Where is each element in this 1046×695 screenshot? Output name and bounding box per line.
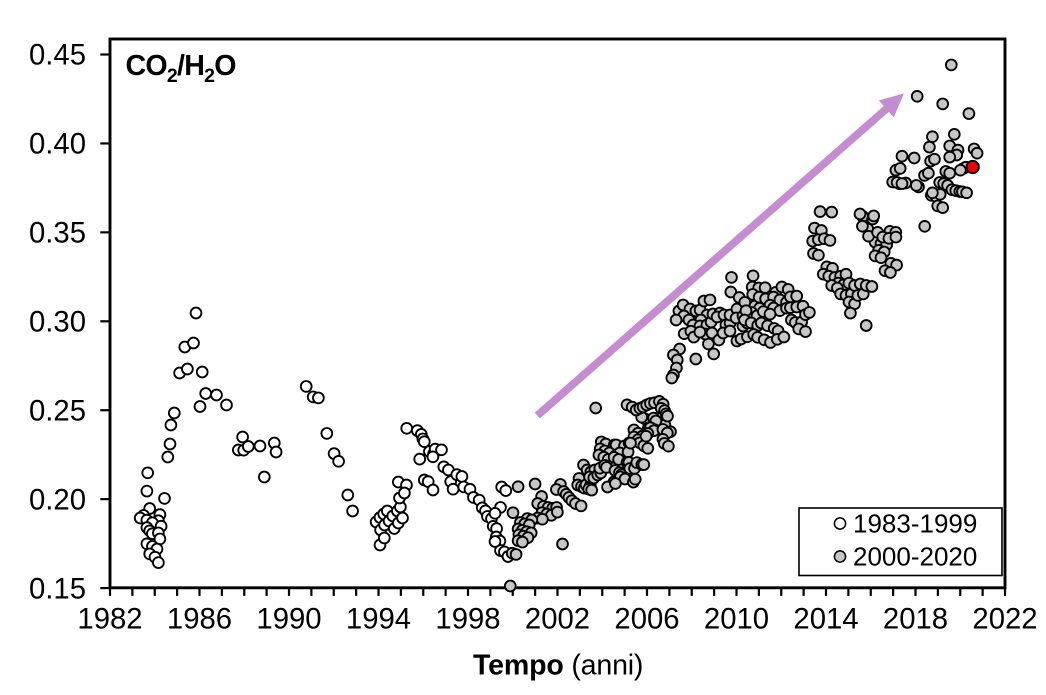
svg-text:1983-1999: 1983-1999: [853, 508, 977, 538]
svg-text:0.40: 0.40: [29, 128, 86, 161]
svg-text:0.35: 0.35: [29, 217, 86, 250]
svg-text:2018: 2018: [883, 603, 948, 636]
svg-text:0.20: 0.20: [29, 483, 86, 516]
svg-text:2006: 2006: [614, 603, 679, 636]
svg-text:2010: 2010: [704, 603, 769, 636]
svg-text:Tempo (anni): Tempo (anni): [473, 650, 643, 682]
svg-text:0.15: 0.15: [29, 572, 86, 605]
svg-text:1990: 1990: [256, 603, 321, 636]
svg-text:1998: 1998: [435, 603, 500, 636]
svg-text:0.25: 0.25: [29, 394, 86, 427]
svg-text:CO2/H2O: CO2/H2O: [126, 50, 237, 87]
svg-text:1994: 1994: [346, 603, 411, 636]
svg-text:1986: 1986: [167, 603, 232, 636]
svg-text:2000-2020: 2000-2020: [853, 541, 977, 571]
svg-text:2022: 2022: [972, 603, 1037, 636]
svg-text:2014: 2014: [793, 603, 858, 636]
svg-text:2002: 2002: [525, 603, 590, 636]
svg-text:0.45: 0.45: [29, 39, 86, 72]
svg-text:0.30: 0.30: [29, 306, 86, 339]
svg-text:1982: 1982: [77, 603, 142, 636]
